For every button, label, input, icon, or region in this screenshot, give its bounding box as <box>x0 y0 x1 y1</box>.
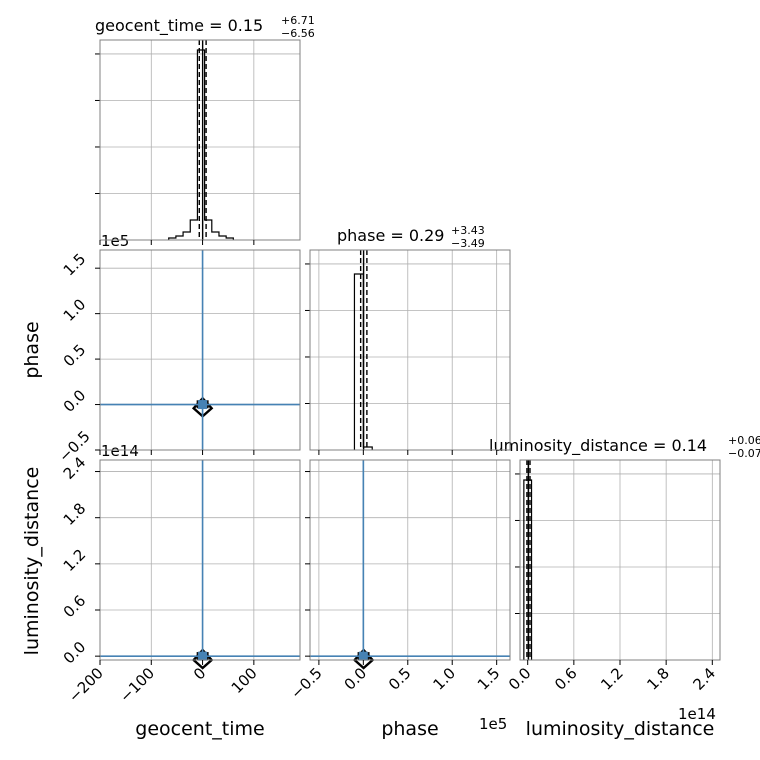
title-phase-plus: +3.43 <box>451 224 485 237</box>
offset-phase-x: 1e5 <box>479 715 507 733</box>
xlabel-geocent-time: geocent_time <box>135 718 264 740</box>
hist-luminosity-distance-xtick-label-2: 1.2 <box>597 664 627 694</box>
scatter-phase-vs-luminosity-distance-xtick-label-1: 0.0 <box>341 664 371 694</box>
xlabel-luminosity-distance: luminosity_distance <box>526 718 715 740</box>
scatter-geocent-time-vs-phase-ytick-label-1: 0.0 <box>60 386 90 416</box>
scatter-geocent-time-vs-luminosity-distance-ytick-label-3: 1.8 <box>60 499 90 529</box>
hist-luminosity-distance-xtick-label-1: 0.6 <box>551 664 581 694</box>
scatter-geocent-time-vs-luminosity-distance-ytick-label-1: 0.6 <box>60 592 90 622</box>
scatter-phase-vs-luminosity-distance-truth-marker <box>358 651 368 661</box>
xlabel-phase: phase <box>381 718 438 740</box>
scatter-geocent-time-vs-luminosity-distance-xtick-label-1: −100 <box>116 664 158 706</box>
scatter-geocent-time-vs-phase-ytick-label-3: 1.0 <box>60 295 90 325</box>
title-phase-minus: −3.49 <box>451 237 485 250</box>
hist-title-luminosity-distance: luminosity_distance = 0.14 +0.06 −0.07 <box>489 434 760 460</box>
offset-luminosity-distance-x: 1e14 <box>678 705 716 723</box>
scatter-geocent-time-vs-luminosity-distance-xtick-label-0: −200 <box>65 664 107 706</box>
scatter-phase-vs-luminosity-distance-frame <box>309 459 511 661</box>
scatter-geocent-time-vs-phase-ytick-label-2: 0.5 <box>60 341 90 371</box>
scatter-geocent-time-vs-phase-frame <box>99 249 301 451</box>
title-geocent-time-main: geocent_time = 0.15 <box>95 16 263 36</box>
svg-text:geocent_time = 0.15: geocent_time = 0.15 <box>95 16 263 36</box>
title-luminosity-distance-minus: −0.07 <box>728 447 760 460</box>
scatter-phase-vs-luminosity-distance-xtick-label-0: −0.5 <box>287 664 325 702</box>
hist-geocent-time-frame <box>99 39 301 241</box>
title-phase-main: phase = 0.29 <box>337 226 444 245</box>
hist-luminosity-distance-xtick-label-4: 2.4 <box>690 664 720 694</box>
title-geocent-time-minus: −6.56 <box>281 27 315 40</box>
ylabel-luminosity-distance: luminosity_distance <box>21 467 43 656</box>
scatter-geocent-time-vs-luminosity-distance-ytick-label-2: 1.2 <box>60 546 90 576</box>
hist-luminosity-distance-xtick-label-3: 1.8 <box>643 664 673 694</box>
hist-title-phase: phase = 0.29 +3.43 −3.49 <box>337 224 485 250</box>
scatter-geocent-time-vs-luminosity-distance-frame <box>99 459 301 661</box>
hist-luminosity-distance-steps <box>523 479 533 660</box>
hist-phase-frame <box>309 249 511 451</box>
hist-title-geocent-time: geocent_time = 0.15 +6.71 −6.56 <box>95 14 315 40</box>
title-geocent-time-plus: +6.71 <box>281 14 315 27</box>
scatter-phase-vs-luminosity-distance-xtick-label-2: 0.5 <box>385 664 415 694</box>
scatter-geocent-time-vs-luminosity-distance-xtick-label-2: 0 <box>190 664 209 683</box>
hist-luminosity-distance-xtick-label-0: 0.0 <box>505 664 535 694</box>
panels-layer: 0.0 0.6 1.2 1.8 2.4 −0.5 0.0 0.5 1.0 1.5 −200 −100 0… <box>55 39 721 706</box>
scatter-geocent-time-vs-phase-truth-marker <box>198 400 208 410</box>
scatter-geocent-time-vs-luminosity-distance-xtick-label-3: 100 <box>228 664 261 697</box>
scatter-phase-vs-luminosity-distance-xtick-label-3: 1.0 <box>429 664 459 694</box>
title-luminosity-distance-plus: +0.06 <box>728 434 760 447</box>
scatter-geocent-time-vs-luminosity-distance-ytick-label-0: 0.0 <box>60 638 90 668</box>
offset-phase-y: 1e5 <box>101 232 129 250</box>
offset-luminosity-distance-y: 1e14 <box>101 442 139 460</box>
hist-geocent-time-steps <box>168 49 234 240</box>
scatter-geocent-time-vs-luminosity-distance-truth-marker <box>198 651 208 661</box>
ylabel-phase: phase <box>21 321 43 378</box>
scatter-phase-vs-luminosity-distance-xtick-label-4: 1.5 <box>474 664 504 694</box>
title-luminosity-distance-main: luminosity_distance = 0.14 <box>489 436 707 456</box>
scatter-geocent-time-vs-phase-ytick-label-4: 1.5 <box>60 250 90 280</box>
